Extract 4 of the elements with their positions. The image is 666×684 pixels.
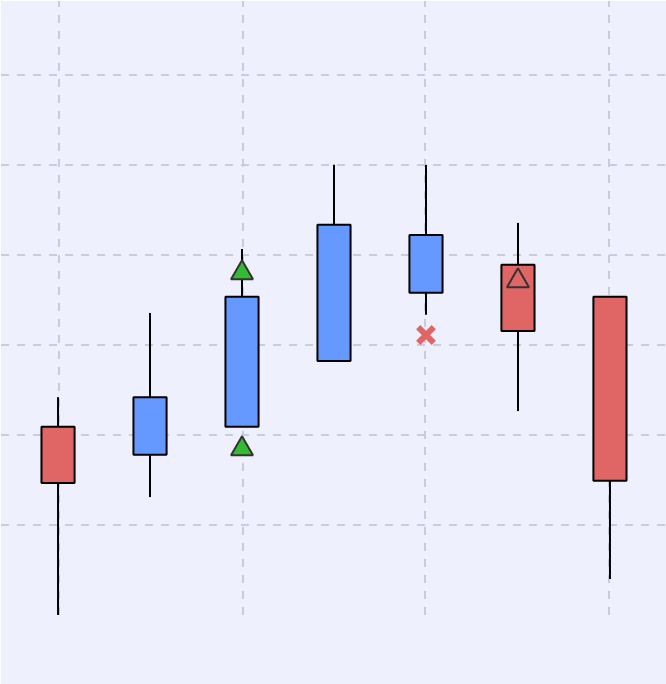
point — [230, 259, 255, 281]
point — [505, 267, 530, 289]
point — [230, 435, 255, 457]
point — [415, 324, 437, 346]
